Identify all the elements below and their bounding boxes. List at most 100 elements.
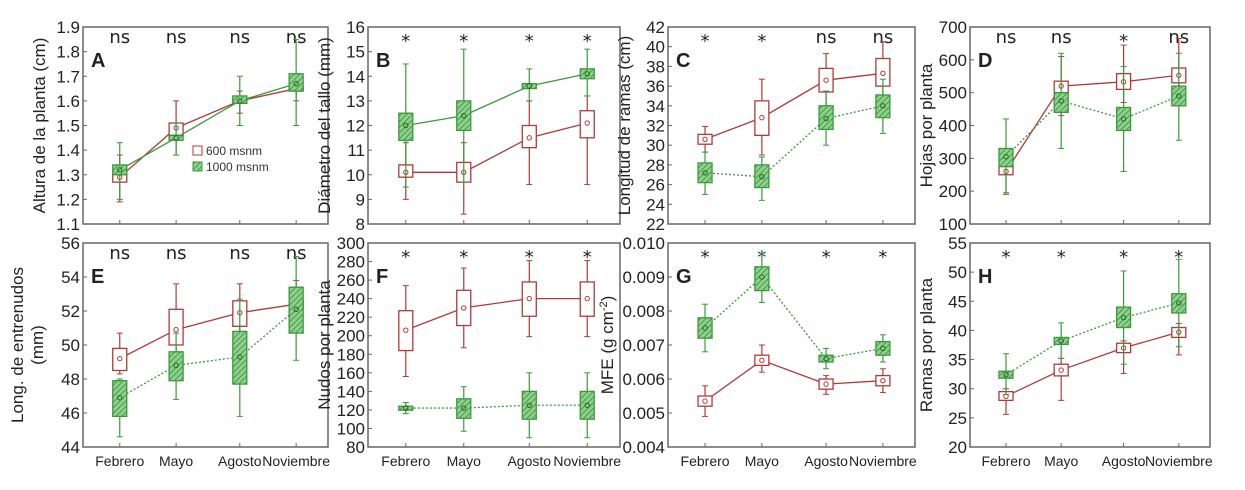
panel-letter: G [676, 266, 692, 288]
x-tick-label: Agosto [804, 453, 848, 469]
y-tick-label: 46 [61, 404, 80, 423]
y-tick-label: 56 [61, 234, 80, 253]
box-600 [818, 375, 834, 395]
y-tick-label: 100 [337, 419, 365, 438]
mean-line-600 [405, 122, 588, 173]
box [232, 330, 248, 385]
box [398, 310, 414, 352]
y-tick-label: 48 [61, 370, 80, 389]
y-tick-label: 200 [337, 327, 365, 346]
box [521, 390, 537, 420]
y-tick-label: 1.2 [56, 190, 80, 209]
box [232, 95, 248, 104]
mean-line-600 [1005, 74, 1179, 172]
panel-letter: H [978, 266, 992, 288]
box-600 [456, 267, 472, 349]
y-axis-label: Altura de la planta (cm) [30, 38, 49, 214]
x-tick-label: Mayo [159, 453, 193, 469]
box-1000 [456, 386, 472, 432]
x-tick-label: Noviembre [849, 453, 917, 469]
box [112, 164, 128, 176]
box [398, 405, 414, 411]
box-1000 [1053, 322, 1069, 359]
mean-marker [759, 274, 765, 280]
panel-letter: B [376, 50, 390, 72]
y-tick-label: 1.6 [56, 92, 80, 111]
box [579, 281, 595, 317]
mean-marker [237, 98, 243, 104]
box-1000 [398, 401, 414, 415]
y-tick-label: 15 [346, 43, 365, 62]
box [398, 112, 414, 141]
x-tick-label: Agosto [1102, 453, 1146, 469]
box [112, 347, 128, 372]
x-tick-label: Noviembre [1145, 453, 1213, 469]
significance-mark: ns [286, 243, 307, 264]
mean-marker [584, 120, 590, 126]
mean-marker [880, 345, 886, 352]
mean-line-1000 [405, 404, 588, 409]
box-1000 [875, 334, 891, 363]
box-1000 [1171, 52, 1187, 141]
box-600 [754, 78, 770, 156]
box-1000 [697, 303, 713, 353]
legend-label: 600 msnm [206, 144, 262, 158]
y-axis-label: Long. de entrenudos [8, 267, 27, 423]
mean-line-1000 [705, 105, 884, 178]
mean-marker [759, 114, 765, 121]
box [875, 94, 891, 119]
box [1171, 293, 1187, 314]
y-tick-label: 42 [646, 18, 665, 37]
x-tick-label: Mayo [447, 453, 481, 469]
y-tick-label: 8 [356, 215, 365, 234]
box [818, 354, 834, 363]
y-axis-label: Hojas por planta [917, 63, 936, 187]
box-600 [521, 260, 537, 338]
y-tick-label: 30 [948, 380, 967, 399]
mean-marker [1176, 300, 1182, 306]
x-tick-label: Agosto [218, 453, 262, 469]
box-600 [1053, 357, 1069, 401]
mean-marker [1003, 372, 1009, 378]
x-tick-label: Noviembre [262, 453, 330, 469]
mean-marker [584, 402, 590, 408]
y-tick-label: 45 [948, 292, 967, 311]
y-tick-label: 80 [346, 438, 365, 457]
mean-line-600 [704, 72, 883, 140]
panel-A: 1.1 1.2 1.3 1.4 1.5 1.6 1.7 1.8 1.9 Altura de la … [30, 18, 329, 234]
y-tick-label: 32 [646, 117, 665, 136]
mean-marker [1120, 116, 1127, 122]
y-tick-label: 400 [939, 117, 967, 136]
y-tick-label: 0.004 [622, 438, 665, 457]
box [818, 378, 834, 390]
mean-marker [584, 71, 590, 77]
significance-mark: * [583, 247, 592, 268]
significance-mark: * [1119, 31, 1128, 52]
y-axis-label: Diámetro del tallo (mm) [315, 37, 334, 214]
mean-line-1000 [119, 308, 297, 399]
box [875, 374, 891, 387]
panel-G: 0.004 0.005 0.006 0.007 0.008 0.009 0.010 MFE (… [598, 234, 917, 469]
y-tick-label: 13 [346, 92, 365, 111]
y-tick-label: 40 [646, 38, 665, 57]
box-1000 [168, 122, 184, 156]
y-tick-label: 1.1 [56, 215, 80, 234]
box-1000 [875, 78, 891, 134]
box [288, 286, 304, 334]
mean-marker [173, 135, 179, 141]
significance-mark: * [459, 31, 468, 52]
y-tick-label: 220 [337, 308, 365, 327]
y-tick-label: 16 [346, 18, 365, 37]
box [521, 124, 537, 149]
y-tick-label: 28 [646, 156, 665, 175]
box-1000 [579, 372, 595, 439]
x-tick-label: Febrero [95, 453, 144, 469]
box [754, 164, 770, 189]
y-tick-label: 500 [939, 84, 967, 103]
significance-mark: ns [286, 27, 307, 48]
y-tick-label: 10 [346, 166, 365, 185]
mean-marker [117, 395, 123, 401]
box [998, 147, 1014, 168]
